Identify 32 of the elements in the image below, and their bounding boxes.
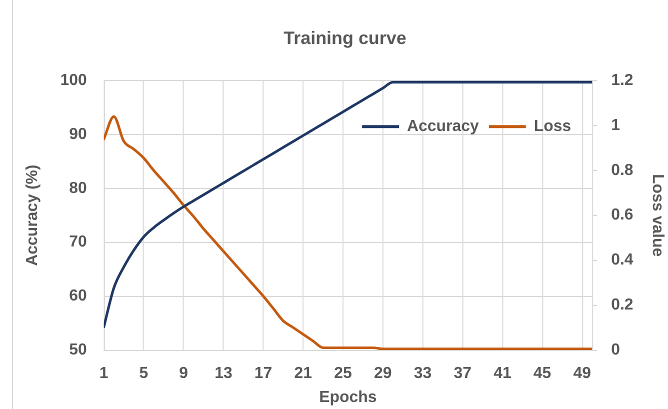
y2-tick-label: 0.8 <box>611 162 634 179</box>
x-tick-label: 41 <box>494 364 512 382</box>
x-tick-label: 37 <box>454 364 472 382</box>
x-tick-label: 17 <box>254 364 272 382</box>
y-tick-label: 90 <box>69 126 87 143</box>
y-tick-label: 100 <box>60 72 87 90</box>
y-axis-title: Accuracy (%) <box>24 164 41 266</box>
y2-tick-label: 0.4 <box>611 252 634 269</box>
x-tick-label: 1 <box>99 364 108 382</box>
y2-tick-label: 0.2 <box>611 296 634 314</box>
y-tick-label: 60 <box>69 288 87 305</box>
x-tick-label: 49 <box>573 364 592 382</box>
x-tick-label: 25 <box>334 364 352 382</box>
y-tick-label: 50 <box>69 341 87 358</box>
x-tick-label: 33 <box>414 364 432 382</box>
legend-label: Loss <box>534 118 572 136</box>
y2-tick-label: 0 <box>611 341 620 358</box>
y2-tick-label: 0.6 <box>611 206 634 224</box>
y2-tick-label: 1 <box>611 116 620 134</box>
x-axis-title: Epochs <box>319 388 377 406</box>
x-tick-label: 13 <box>214 364 232 382</box>
x-tick-label: 45 <box>533 364 552 382</box>
x-tick-label: 21 <box>294 364 312 382</box>
y-tick-label: 80 <box>69 180 87 197</box>
y2-tick-label: 1.2 <box>611 72 634 90</box>
x-tick-label: 9 <box>179 364 188 382</box>
x-tick-label: 29 <box>374 364 392 382</box>
y2-axis-title: Loss value <box>649 174 666 257</box>
legend-label: Accuracy <box>407 118 479 136</box>
x-tick-label: 5 <box>139 364 148 382</box>
y-tick-label: 70 <box>69 234 87 251</box>
chart-title: Training curve <box>284 28 406 48</box>
